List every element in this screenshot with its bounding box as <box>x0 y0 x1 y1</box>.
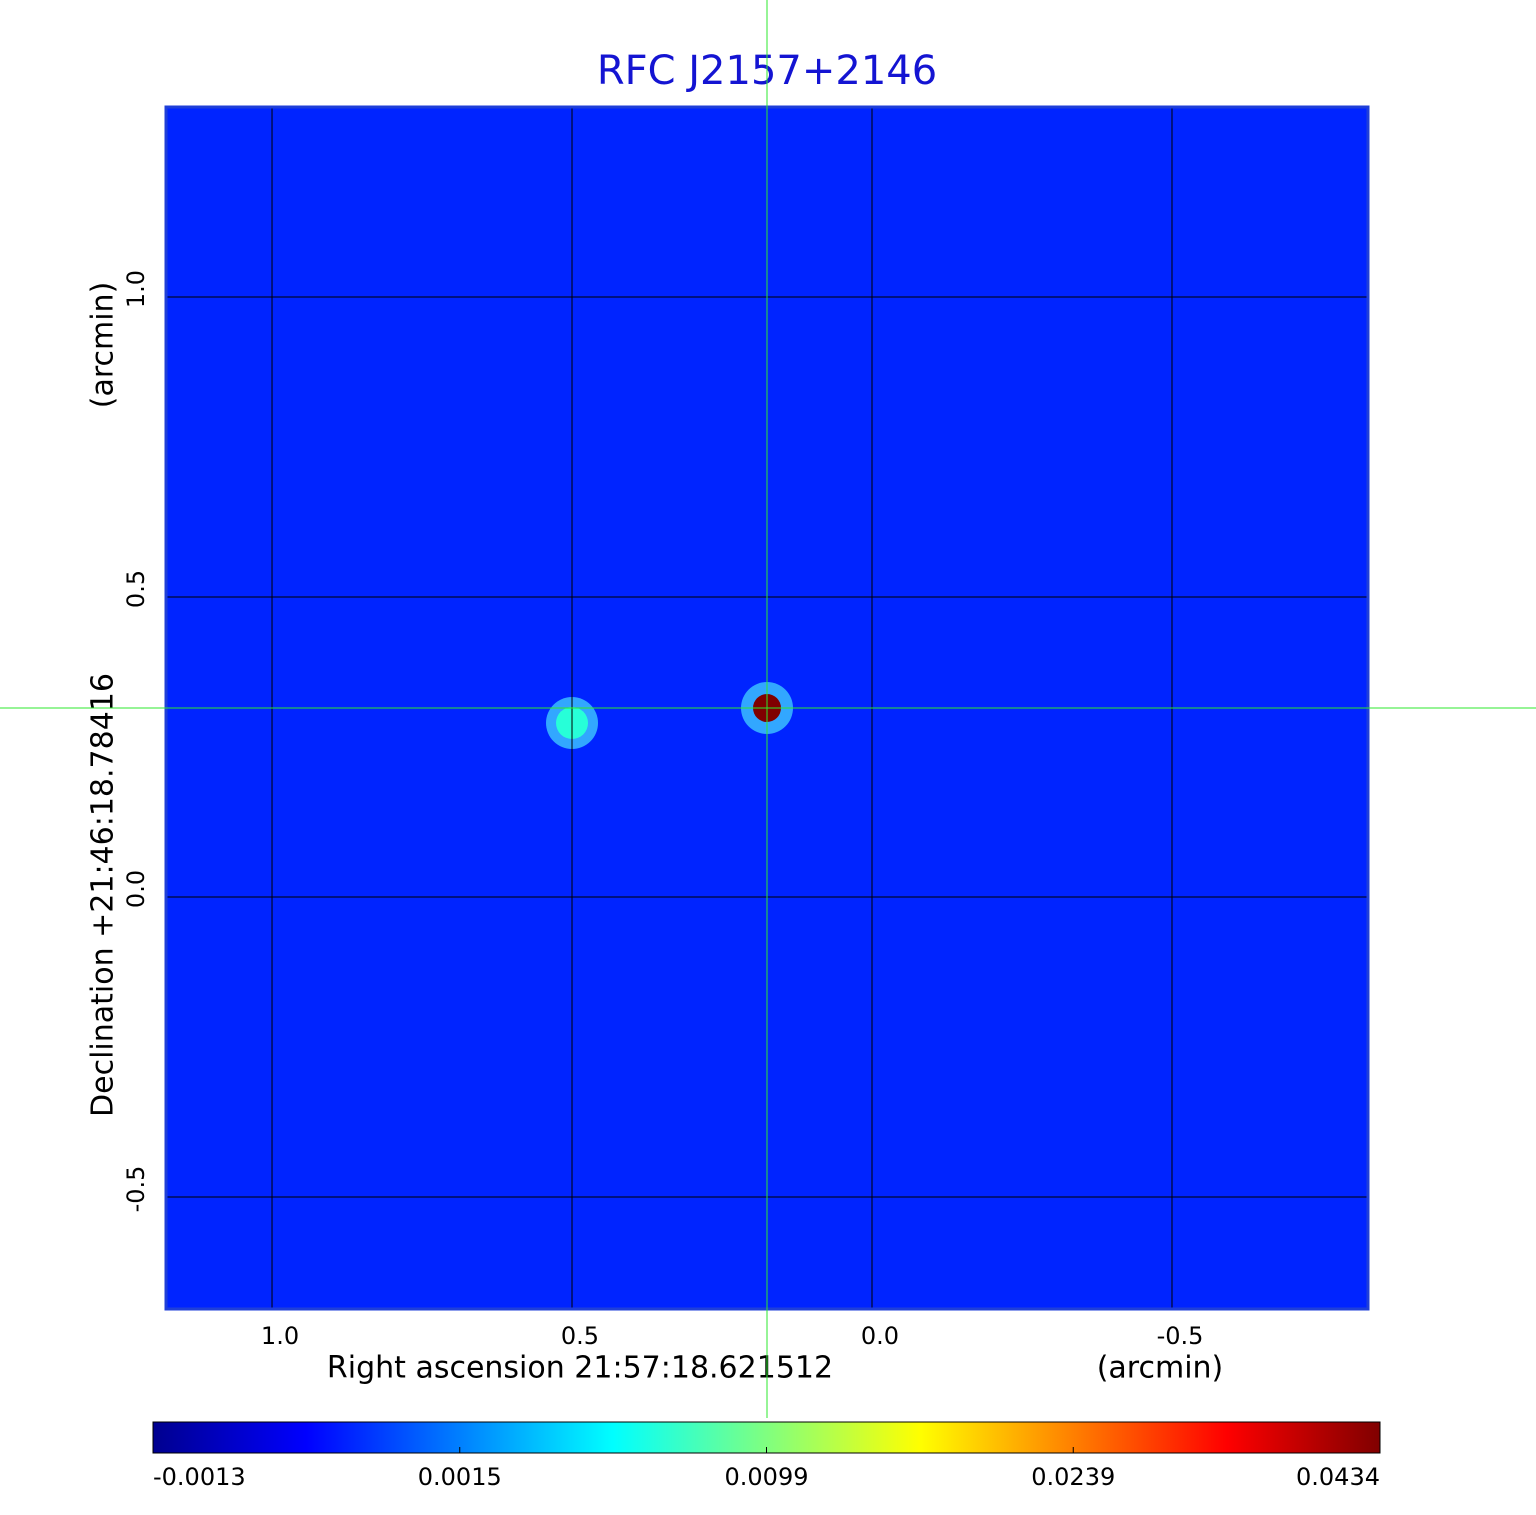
colorbar-tick-label: 0.0099 <box>725 1463 809 1491</box>
colorbar-tick-label: 0.0434 <box>1296 1463 1380 1491</box>
y-tick-label: 0.5 <box>122 570 150 608</box>
x-axis-title: Right ascension 21:57:18.621512 <box>327 1351 833 1386</box>
y-tick-label: 1.0 <box>122 270 150 308</box>
y-axis-title: Declination +21:46:18.78416 <box>86 673 121 1117</box>
x-axis-unit: (arcmin) <box>1097 1351 1224 1386</box>
y-tick-label: 0.0 <box>122 870 150 908</box>
x-tick-label: 0.0 <box>861 1322 899 1350</box>
y-axis-unit: (arcmin) <box>86 282 121 409</box>
x-tick-label: 0.5 <box>561 1322 599 1350</box>
y-tick-label: -0.5 <box>122 1166 150 1213</box>
colorbar-tick-label: 0.0239 <box>1031 1463 1115 1491</box>
x-tick-label: 1.0 <box>261 1322 299 1350</box>
x-tick-label: -0.5 <box>1157 1322 1204 1350</box>
colorbar-tick-label: -0.0013 <box>153 1463 246 1491</box>
colorbar-tick-label: 0.0015 <box>418 1463 502 1491</box>
